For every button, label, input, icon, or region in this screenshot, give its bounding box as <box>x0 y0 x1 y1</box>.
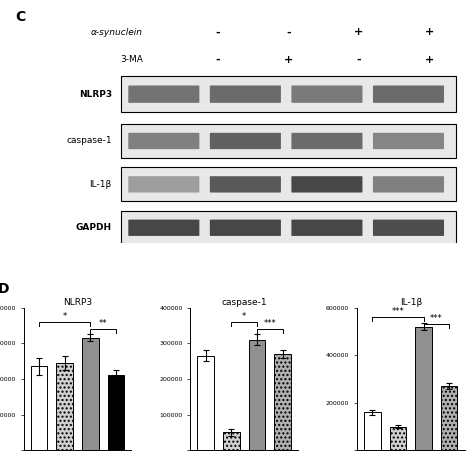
Text: GAPDH: GAPDH <box>76 223 112 232</box>
FancyBboxPatch shape <box>373 85 444 103</box>
FancyBboxPatch shape <box>128 85 200 103</box>
FancyBboxPatch shape <box>292 133 363 149</box>
Text: NLRP3: NLRP3 <box>79 90 112 99</box>
FancyBboxPatch shape <box>210 176 281 192</box>
Text: +: + <box>425 55 434 65</box>
FancyBboxPatch shape <box>292 176 363 192</box>
Text: +: + <box>354 27 364 37</box>
Title: IL-1β: IL-1β <box>400 298 422 307</box>
Text: -: - <box>215 55 220 65</box>
FancyBboxPatch shape <box>121 124 456 158</box>
Text: ***: *** <box>392 307 404 316</box>
Text: IL-1β: IL-1β <box>90 180 112 189</box>
FancyBboxPatch shape <box>292 219 363 236</box>
FancyBboxPatch shape <box>373 176 444 192</box>
Bar <box>197 356 214 450</box>
Bar <box>441 386 457 450</box>
FancyBboxPatch shape <box>121 210 456 245</box>
FancyBboxPatch shape <box>210 85 281 103</box>
FancyBboxPatch shape <box>292 85 363 103</box>
Text: ***: *** <box>264 319 276 328</box>
Text: caspase-1: caspase-1 <box>66 137 112 146</box>
FancyBboxPatch shape <box>373 219 444 236</box>
Bar <box>223 432 240 450</box>
FancyBboxPatch shape <box>121 76 456 112</box>
Text: -: - <box>286 27 291 37</box>
Text: D: D <box>0 282 9 296</box>
Text: -: - <box>215 27 220 37</box>
Bar <box>248 340 265 450</box>
Bar <box>31 366 47 450</box>
Bar <box>82 338 99 450</box>
Text: **: ** <box>99 319 107 328</box>
Text: C: C <box>15 9 25 24</box>
Title: caspase-1: caspase-1 <box>221 298 267 307</box>
FancyBboxPatch shape <box>128 133 200 149</box>
Text: +: + <box>425 27 434 37</box>
Text: *: * <box>242 312 246 321</box>
Bar <box>415 327 432 450</box>
Bar <box>390 427 406 450</box>
Text: ***: *** <box>430 314 443 323</box>
FancyBboxPatch shape <box>373 133 444 149</box>
Text: +: + <box>283 55 293 65</box>
Text: α-synuclein: α-synuclein <box>91 28 143 37</box>
FancyBboxPatch shape <box>210 133 281 149</box>
Bar <box>108 375 124 450</box>
Text: *: * <box>63 312 67 321</box>
FancyBboxPatch shape <box>128 219 200 236</box>
FancyBboxPatch shape <box>210 219 281 236</box>
Bar <box>56 363 73 450</box>
Bar <box>274 354 291 450</box>
Title: NLRP3: NLRP3 <box>63 298 92 307</box>
FancyBboxPatch shape <box>128 176 200 192</box>
FancyBboxPatch shape <box>121 167 456 201</box>
Text: 3-MA: 3-MA <box>120 55 143 64</box>
Bar <box>364 412 381 450</box>
Text: -: - <box>356 55 361 65</box>
